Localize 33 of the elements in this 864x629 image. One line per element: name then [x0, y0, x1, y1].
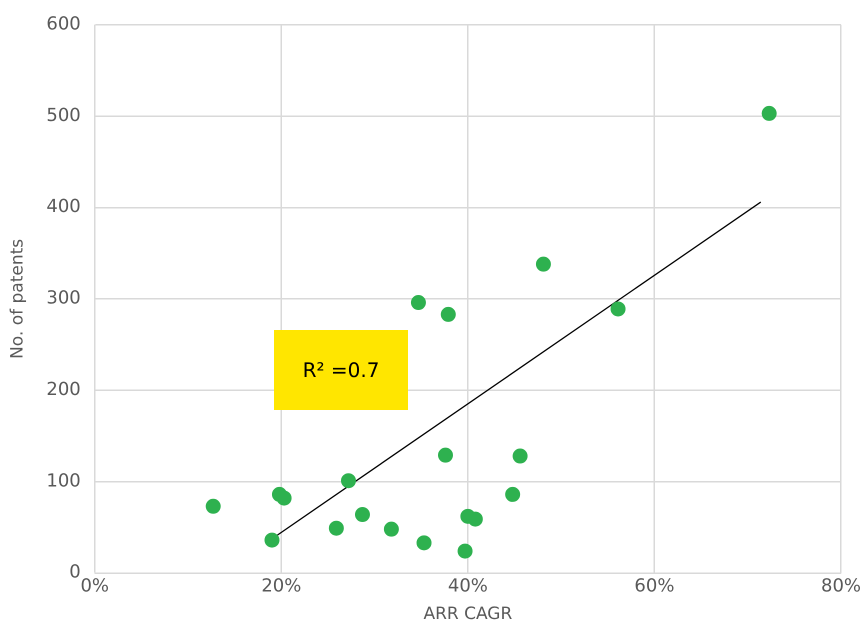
- point: [276, 490, 292, 506]
- x-axis-title: ARR CAGR: [423, 604, 512, 624]
- x-tick-label: 40%: [448, 575, 488, 596]
- point: [264, 532, 280, 548]
- point: [762, 106, 777, 121]
- y-tick-label: 300: [46, 288, 81, 309]
- point: [410, 295, 426, 310]
- x-tick-label: 0%: [80, 575, 110, 596]
- y-tick-label: 100: [46, 470, 81, 492]
- point: [458, 544, 473, 559]
- point: [340, 473, 356, 488]
- point: [206, 498, 221, 514]
- point: [438, 448, 453, 463]
- point: [512, 448, 528, 464]
- y-tick-label: 500: [46, 104, 81, 126]
- point: [468, 512, 483, 527]
- x-tick-label: 80%: [820, 575, 862, 596]
- y-tick-label: 600: [46, 13, 81, 34]
- point: [416, 535, 432, 550]
- point: [440, 306, 456, 322]
- point: [536, 256, 551, 272]
- y-tick-label: 200: [46, 378, 81, 400]
- point: [354, 507, 370, 522]
- y-axis-title: No. of patents: [8, 238, 28, 359]
- point: [328, 520, 344, 536]
- x-tick-label: 60%: [634, 575, 674, 596]
- point: [505, 486, 520, 502]
- note-box: R² =0.7: [274, 330, 408, 410]
- y-tick-label: 400: [46, 196, 81, 218]
- x-tick-label: 20%: [261, 575, 302, 596]
- point: [384, 522, 399, 537]
- y-tick-label: 0: [69, 562, 81, 583]
- point: [610, 301, 626, 316]
